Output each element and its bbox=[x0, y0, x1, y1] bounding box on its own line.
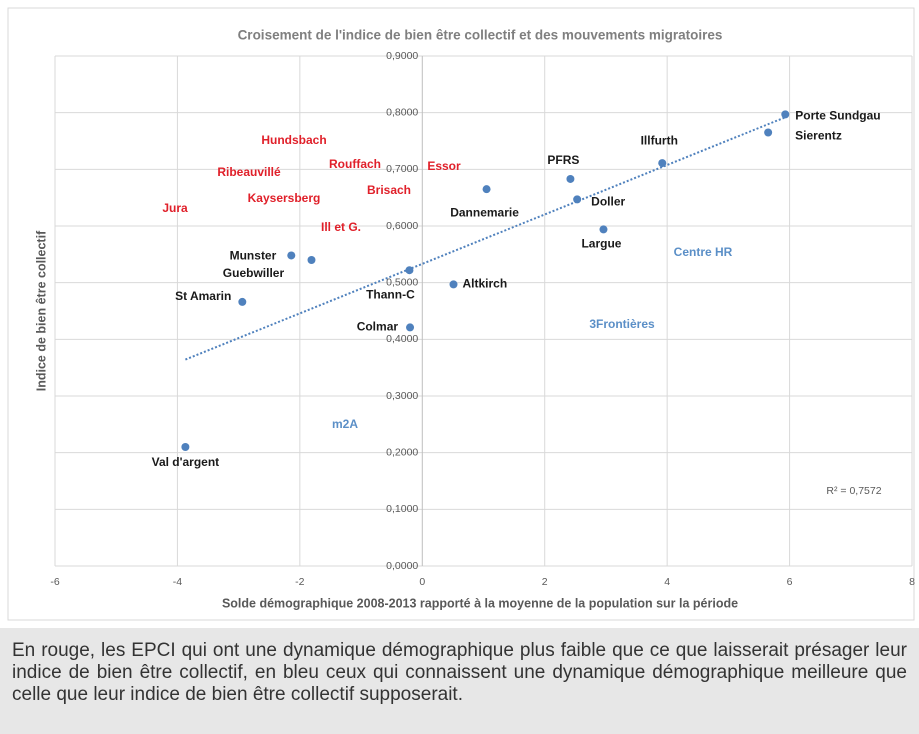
annotation: Centre HR bbox=[674, 245, 733, 259]
y-tick-label: 0,1000 bbox=[386, 503, 418, 515]
point-label: Doller bbox=[591, 195, 625, 209]
annotation: Ill et G. bbox=[321, 220, 361, 234]
point-label: Colmar bbox=[357, 320, 399, 334]
chart-title: Croisement de l'indice de bien être coll… bbox=[238, 28, 723, 43]
annotation: m2A bbox=[332, 417, 358, 431]
point-label: St Amarin bbox=[175, 289, 231, 303]
point-label: Illfurth bbox=[641, 133, 678, 147]
y-tick-label: 0,0000 bbox=[386, 560, 418, 572]
data-point bbox=[599, 225, 608, 234]
y-tick-label: 0,8000 bbox=[386, 106, 418, 118]
data-point bbox=[238, 297, 247, 306]
annotation: R² = 0,7572 bbox=[826, 485, 881, 497]
data-point bbox=[287, 251, 296, 260]
chart-frame bbox=[7, 7, 915, 621]
point-label: Largue bbox=[581, 237, 621, 251]
x-tick-label: 0 bbox=[419, 576, 425, 588]
point-label: Dannemarie bbox=[450, 205, 519, 219]
point-label: Munster bbox=[230, 249, 277, 263]
point-label: Thann-C bbox=[366, 287, 415, 301]
x-tick-label: -2 bbox=[295, 576, 304, 588]
y-tick-label: 0,2000 bbox=[386, 446, 418, 458]
data-point bbox=[406, 323, 415, 332]
annotation: Ribeauvillé bbox=[217, 165, 281, 179]
y-tick-label: 0,4000 bbox=[386, 333, 418, 345]
annotation: Kaysersberg bbox=[248, 191, 321, 205]
data-point bbox=[181, 443, 190, 451]
data-point bbox=[764, 128, 773, 137]
data-point bbox=[781, 110, 790, 119]
point-label: Altkirch bbox=[463, 277, 508, 291]
annotation: Hundsbach bbox=[261, 133, 326, 147]
y-tick-label: 0,3000 bbox=[386, 390, 418, 402]
x-tick-label: 8 bbox=[909, 576, 915, 588]
y-axis-title: Indice de bien être collectif bbox=[34, 230, 48, 391]
y-tick-label: 0,7000 bbox=[386, 163, 418, 175]
y-tick-label: 0,5000 bbox=[386, 276, 418, 288]
data-point bbox=[573, 195, 582, 204]
data-point bbox=[405, 266, 414, 275]
x-tick-label: 4 bbox=[664, 576, 670, 588]
data-point bbox=[566, 174, 575, 183]
y-tick-label: 0,6000 bbox=[386, 220, 418, 232]
point-label: Guebwiller bbox=[223, 266, 285, 280]
data-point bbox=[449, 280, 458, 289]
point-label: Val d'argent bbox=[152, 455, 220, 469]
annotation: Brisach bbox=[367, 183, 411, 197]
x-axis-title: Solde démographique 2008-2013 rapporté à… bbox=[222, 596, 738, 610]
annotation: Essor bbox=[427, 159, 461, 173]
data-point bbox=[658, 159, 667, 168]
annotation: 3Frontières bbox=[589, 317, 655, 331]
point-label: PFRS bbox=[547, 153, 579, 167]
caption: En rouge, les EPCI qui ont une dynamique… bbox=[0, 628, 919, 734]
data-point bbox=[482, 185, 491, 194]
x-tick-label: -6 bbox=[50, 576, 59, 588]
point-label: Porte Sundgau bbox=[795, 109, 880, 123]
annotation: Jura bbox=[162, 201, 188, 215]
point-label: Sierentz bbox=[795, 129, 842, 143]
x-tick-label: 2 bbox=[542, 576, 548, 588]
data-point bbox=[307, 256, 316, 264]
annotation: Rouffach bbox=[329, 157, 381, 171]
y-tick-label: 0,9000 bbox=[386, 50, 418, 62]
x-tick-label: 6 bbox=[787, 576, 793, 588]
chart: Croisement de l'indice de bien être coll… bbox=[7, 7, 915, 621]
x-tick-label: -4 bbox=[173, 576, 182, 588]
